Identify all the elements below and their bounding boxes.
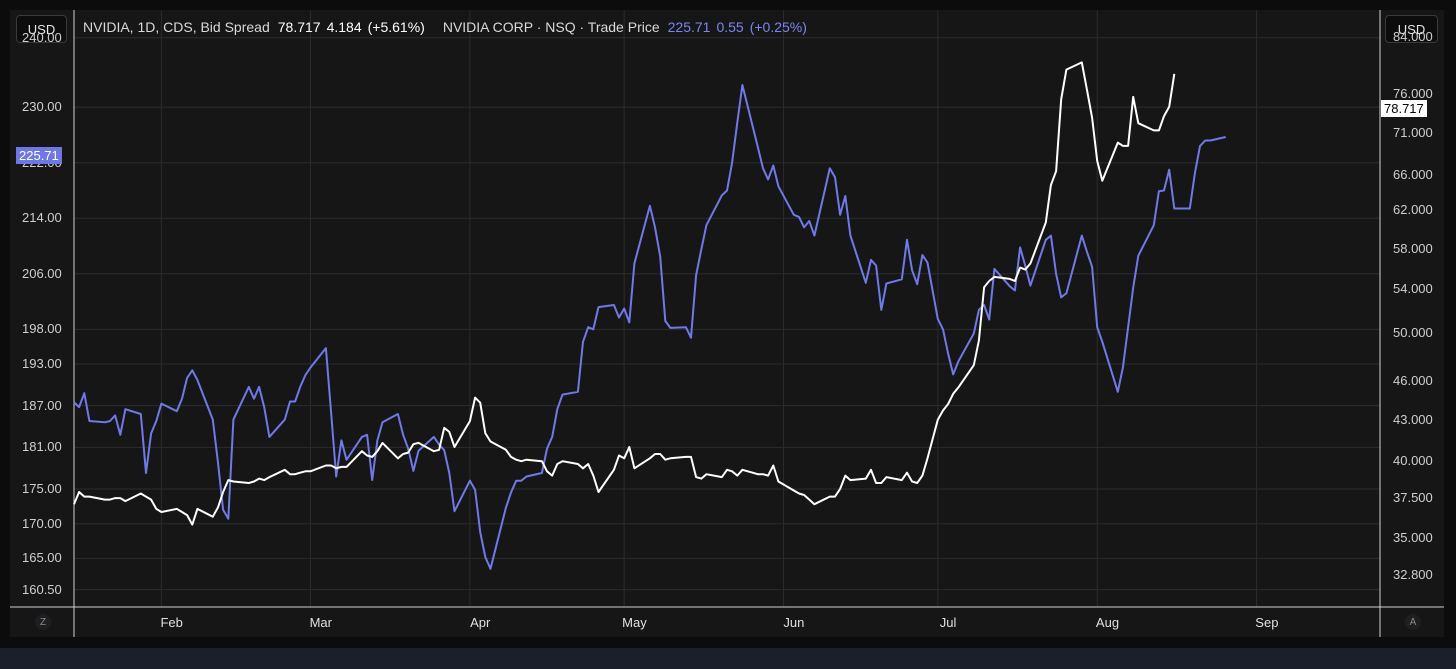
legend-series1-pct: (+5.61%): [367, 19, 425, 35]
y-right-tick-label: 46.000: [1393, 373, 1433, 389]
x-tick-label: Jul: [939, 615, 957, 630]
legend-series1-last: 78.717: [277, 19, 321, 35]
currency-left-button[interactable]: USD: [16, 15, 67, 43]
y-right-tick-label: 71.000: [1393, 124, 1433, 140]
zoom-reset-button[interactable]: Z: [35, 614, 51, 630]
plot-background: [74, 10, 1380, 607]
auto-scale-button[interactable]: A: [1405, 614, 1421, 630]
bid-spread-line: [73, 61, 1176, 526]
y-left-tick-label: 193.00: [22, 356, 62, 372]
y-left-tick-label: 165.00: [22, 550, 62, 566]
y-right-tick-label: 84.000: [1393, 28, 1433, 44]
x-tick-label: Mar: [309, 615, 332, 630]
y-left-tick-label: 206.00: [22, 265, 62, 281]
y-left-tick-label: 230.00: [22, 99, 62, 115]
x-tick-label: Aug: [1095, 615, 1120, 630]
chart-area[interactable]: USD USD NVIDIA, 1D, CDS, Bid Spread 78.7…: [10, 10, 1444, 637]
currency-left-label: USD: [27, 21, 56, 37]
x-tick-label: Jun: [783, 615, 805, 630]
price-chart-svg: [10, 10, 1444, 637]
y-left-tick-label: 214.00: [22, 210, 62, 226]
y-right-tick-label: 40.000: [1393, 453, 1433, 469]
legend-series1-name: NVIDIA, 1D, CDS, Bid Spread: [83, 19, 270, 35]
grid: [10, 10, 1444, 637]
legend-series2-change: 0.55: [716, 19, 744, 35]
series-lines: [73, 61, 1226, 570]
legend: NVIDIA, 1D, CDS, Bid Spread 78.717 4.184…: [83, 19, 807, 35]
legend-series2-pct: (+0.25%): [749, 19, 807, 35]
y-right-tick-label: 43.000: [1393, 411, 1433, 427]
corner-right-label: A: [1409, 616, 1417, 628]
currency-right-button[interactable]: USD: [1385, 15, 1438, 43]
y-left-tick-label: 170.00: [22, 515, 62, 531]
x-tick-label: Apr: [470, 615, 491, 630]
y-left-tick-label: 198.00: [22, 321, 62, 337]
x-tick-label: May: [622, 615, 647, 630]
page-footer-strip: [0, 648, 1456, 669]
y-right-tick-label: 54.000: [1393, 281, 1433, 297]
y-left-tick-label: 187.00: [22, 397, 62, 413]
current-price-badge: 225.71: [16, 147, 62, 164]
chart-window: USD USD NVIDIA, 1D, CDS, Bid Spread 78.7…: [0, 0, 1456, 648]
y-left-tick-label: 160.50: [22, 581, 62, 597]
y-right-tick-label: 35.000: [1393, 529, 1433, 545]
y-right-tick-label: 62.000: [1393, 202, 1433, 218]
y-right-tick-label: 76.000: [1393, 85, 1433, 101]
legend-series1-change: 4.184: [326, 19, 362, 35]
y-right-tick-label: 32.800: [1393, 566, 1433, 582]
corner-left-label: Z: [39, 616, 47, 628]
x-tick-label: Sep: [1255, 615, 1279, 630]
y-right-tick-label: 58.000: [1393, 240, 1433, 256]
legend-series2-last: 225.71: [667, 19, 711, 35]
y-right-tick-label: 66.000: [1393, 166, 1433, 182]
y-right-tick-label: 50.000: [1393, 325, 1433, 341]
x-tick-label: Feb: [160, 615, 183, 630]
currency-right-label: USD: [1397, 21, 1426, 37]
y-right-tick-label: 37.500: [1393, 490, 1433, 506]
y-left-tick-label: 175.00: [22, 480, 62, 496]
y-left-tick-label: 240.00: [22, 29, 62, 45]
y-left-tick-label: 181.00: [22, 439, 62, 455]
current-spread-badge: 78.717: [1381, 100, 1427, 117]
legend-series2-name: NVIDIA CORP · NSQ · Trade Price: [442, 19, 660, 35]
